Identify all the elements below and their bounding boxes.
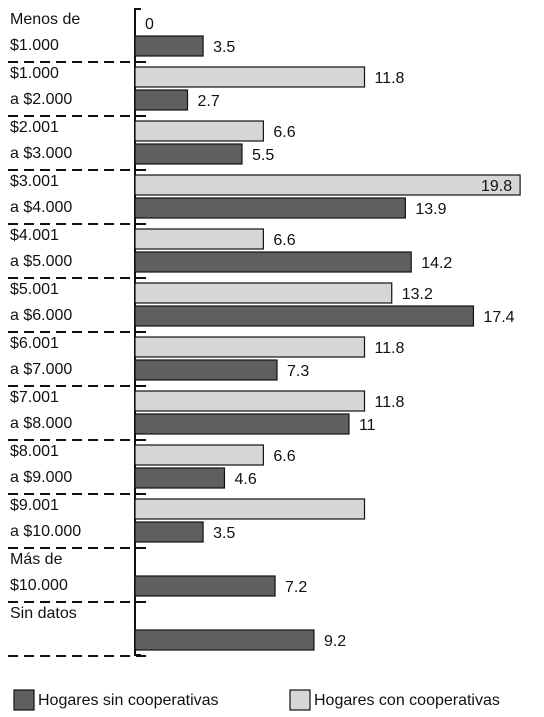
category-label: a $5.000 (10, 253, 72, 270)
bar (134, 89, 189, 111)
category-label: a $2.000 (10, 91, 72, 108)
value-label: 3.5 (213, 39, 235, 56)
category-label: Más de (10, 551, 63, 568)
category-label: Menos de (10, 11, 80, 28)
value-label: 2.7 (198, 93, 220, 110)
value-label: 5.5 (252, 147, 274, 164)
value-label: 17.4 (483, 309, 514, 326)
category-label: $2.001 (10, 119, 59, 136)
bar (134, 467, 226, 489)
legend-swatch (13, 689, 35, 711)
bar (134, 498, 366, 520)
category-label: a $10.000 (10, 523, 81, 540)
bar (134, 305, 475, 327)
value-label: 6.6 (273, 448, 295, 465)
legend-label: Hogares sin cooperativas (38, 692, 219, 709)
value-label: 11.8 (375, 394, 405, 411)
bar (134, 228, 264, 250)
category-label: $10.000 (10, 577, 68, 594)
bar (134, 197, 406, 219)
category-label: $6.001 (10, 335, 59, 352)
category-label: $3.001 (10, 173, 59, 190)
value-label: 11 (359, 417, 376, 434)
category-label: $5.001 (10, 281, 59, 298)
value-label: 6.6 (273, 232, 295, 249)
bar (134, 282, 393, 304)
category-label: a $8.000 (10, 415, 72, 432)
value-label: 0 (145, 16, 154, 33)
bar (134, 359, 278, 381)
category-label: a $3.000 (10, 145, 72, 162)
category-label: $1.000 (10, 37, 59, 54)
category-label: a $4.000 (10, 199, 72, 216)
category-label: $7.001 (10, 389, 59, 406)
category-label: $8.001 (10, 443, 59, 460)
value-label: 13.2 (402, 286, 433, 303)
value-label: 13.9 (415, 201, 446, 218)
bar (134, 251, 412, 273)
category-label: a $9.000 (10, 469, 72, 486)
value-label: 14.2 (421, 255, 452, 272)
value-label: 11.8 (375, 70, 405, 87)
bar (134, 66, 366, 88)
bar (134, 521, 204, 543)
legend-label: Hogares con cooperativas (314, 692, 500, 709)
value-label: 9.2 (324, 633, 346, 650)
bar (134, 390, 366, 412)
bar (134, 336, 366, 358)
value-label: 7.3 (287, 363, 309, 380)
value-label: 7.2 (285, 579, 307, 596)
category-label: $9.001 (10, 497, 59, 514)
bar (134, 413, 350, 435)
category-label: a $7.000 (10, 361, 72, 378)
value-label: 6.6 (273, 124, 295, 141)
bar (134, 444, 264, 466)
category-label: $1.000 (10, 65, 59, 82)
bar (134, 35, 204, 57)
category-label: Sin datos (10, 605, 77, 622)
value-label: 11.8 (375, 340, 405, 357)
bar (134, 120, 264, 142)
bar (134, 629, 315, 651)
value-label: 4.6 (234, 471, 256, 488)
bar (134, 174, 521, 196)
category-label: $4.001 (10, 227, 59, 244)
legend-swatch (289, 689, 311, 711)
value-label: 19.8 (481, 178, 512, 195)
value-label: 3.5 (213, 525, 235, 542)
bar (134, 575, 276, 597)
bar (134, 143, 243, 165)
category-label: a $6.000 (10, 307, 72, 324)
